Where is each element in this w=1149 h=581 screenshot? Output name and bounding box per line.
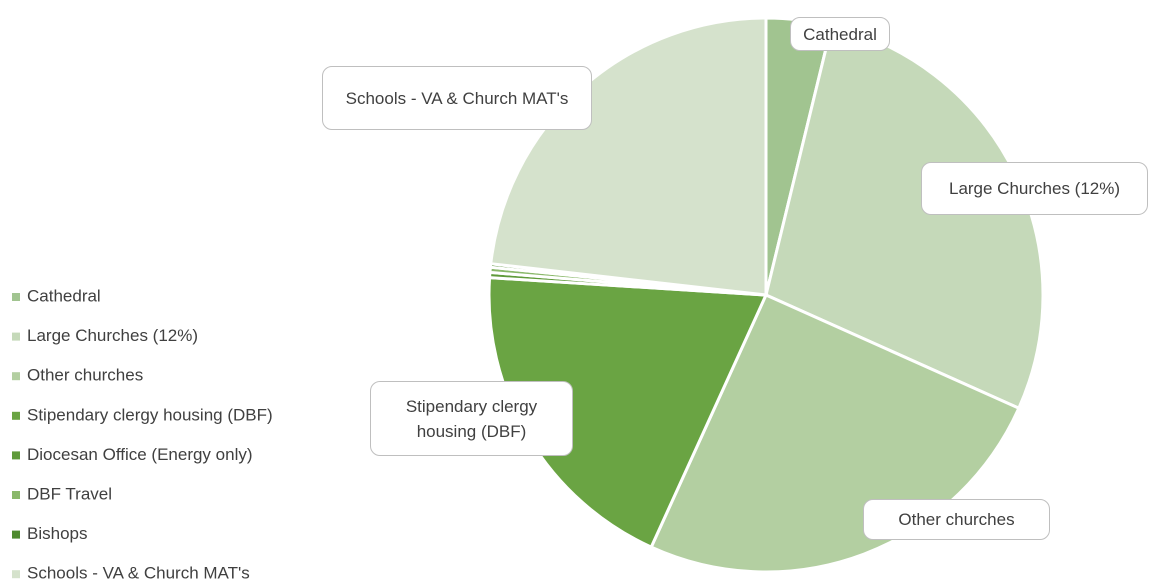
legend-label: Cathedral — [27, 286, 101, 305]
legend-label: Stipendary clergy housing (DBF) — [27, 405, 273, 424]
legend-swatch — [12, 293, 20, 301]
legend-label: Other churches — [27, 366, 143, 385]
legend-label: Schools - VA & Church MAT's — [27, 564, 250, 581]
data-label: Stipendary clergy housing (DBF) — [370, 381, 573, 456]
data-label: Other churches — [863, 499, 1050, 540]
legend-label: Large Churches (12%) — [27, 326, 198, 345]
legend-swatch — [12, 491, 20, 499]
legend-label: Bishops — [27, 524, 87, 543]
pie-slice — [489, 16, 768, 297]
legend-swatch — [12, 530, 20, 539]
data-label: Large Churches (12%) — [921, 162, 1148, 215]
legend-swatch — [12, 411, 20, 420]
legend-swatch — [12, 372, 20, 381]
legend-label: DBF Travel — [27, 484, 112, 503]
legend-swatch — [12, 332, 20, 341]
legend-swatch — [12, 451, 20, 460]
legend-swatch — [12, 570, 20, 579]
data-label: Schools - VA & Church MAT's — [322, 66, 592, 130]
legend-label: Diocesan Office (Energy only) — [27, 445, 253, 464]
data-label: Cathedral — [790, 17, 890, 51]
